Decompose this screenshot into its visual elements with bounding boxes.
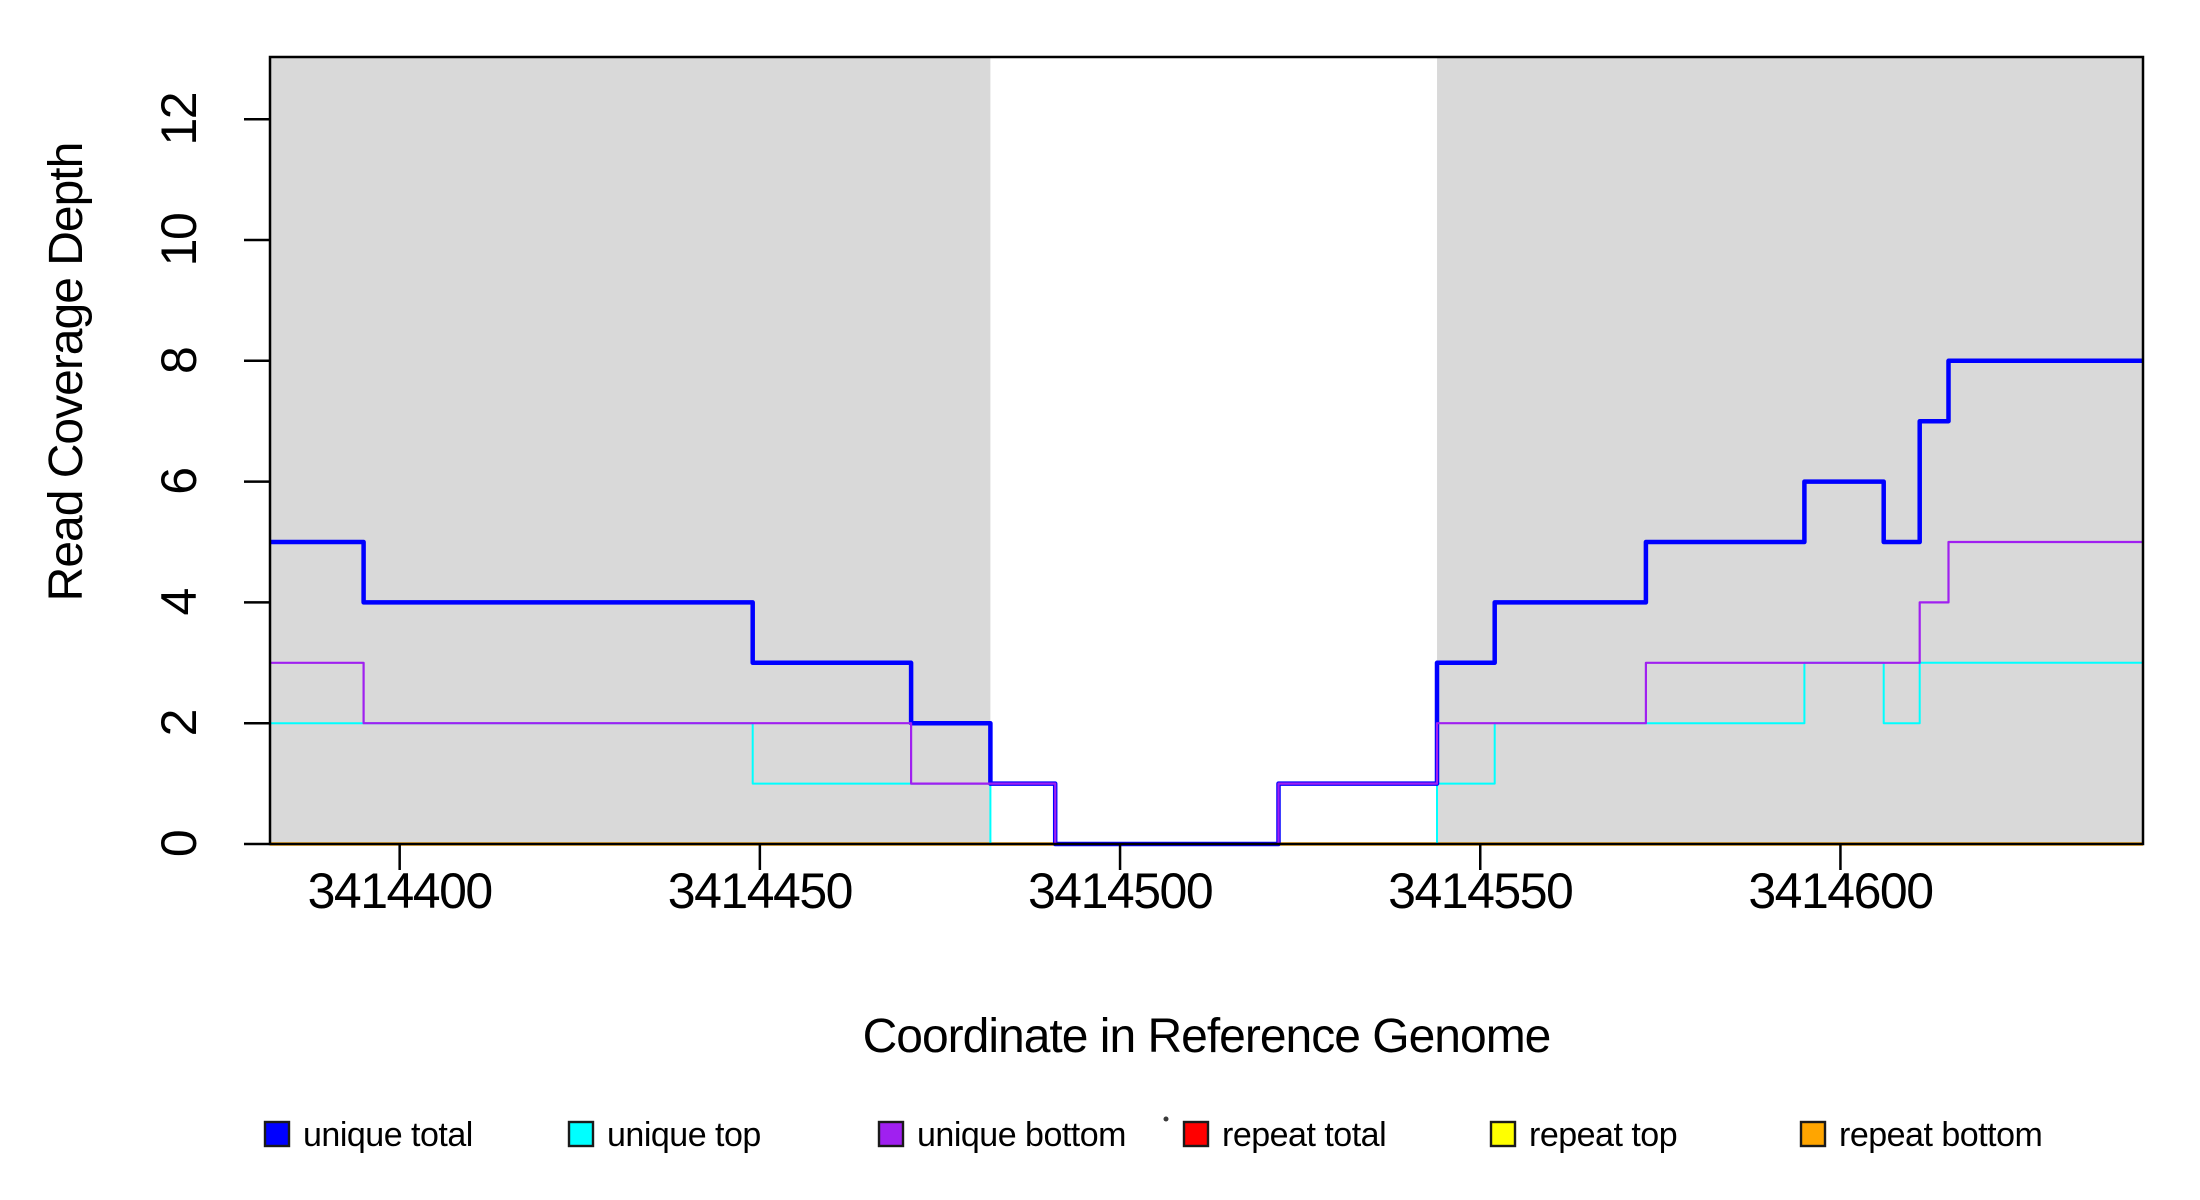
x-axis-tick-label: 3414450	[668, 863, 852, 919]
x-axis-title: Coordinate in Reference Genome	[863, 1010, 1551, 1063]
y-axis-title: Read Coverage Depth	[40, 143, 93, 602]
shaded-region	[270, 57, 991, 844]
y-axis-tick-label: 0	[151, 831, 207, 857]
y-axis-tick-label: 12	[151, 93, 207, 146]
x-axis-tick-label: 3414600	[1748, 863, 1932, 919]
legend-label-repeat-bottom: repeat bottom	[1839, 1116, 2042, 1154]
legend-label-unique-top: unique top	[607, 1116, 761, 1154]
series-line-unique-bottom	[270, 540, 2143, 846]
legend-swatch-unique-bottom	[877, 1120, 905, 1148]
x-axis-tick-label: 3414500	[1028, 863, 1212, 919]
legend-swatch-repeat-total	[1182, 1120, 1210, 1148]
legend-label-repeat-top: repeat top	[1529, 1116, 1677, 1154]
series-line-unique-top	[270, 661, 2143, 845]
legend-label-repeat-total: repeat total	[1222, 1116, 1386, 1154]
legend-stray-dot	[1163, 1116, 1169, 1122]
legend-label-unique-bottom: unique bottom	[917, 1116, 1126, 1154]
shaded-region	[1437, 57, 2143, 844]
legend-swatch-repeat-top	[1489, 1120, 1517, 1148]
y-axis-tick-label: 2	[151, 710, 207, 736]
x-axis-tick-label: 3414400	[308, 863, 492, 919]
legend-label-unique-total: unique total	[303, 1116, 473, 1154]
legend-swatch-unique-top	[567, 1120, 595, 1148]
y-axis-tick-label: 8	[151, 348, 207, 374]
y-axis-tick-label: 10	[151, 214, 207, 267]
y-axis-tick-label: 6	[151, 468, 207, 494]
legend-swatch-unique-total	[263, 1120, 291, 1148]
plot-border	[268, 55, 2145, 846]
legend-swatch-repeat-bottom	[1799, 1120, 1827, 1148]
x-axis-tick-label: 3414550	[1388, 863, 1572, 919]
y-axis-tick-label: 4	[151, 589, 207, 616]
